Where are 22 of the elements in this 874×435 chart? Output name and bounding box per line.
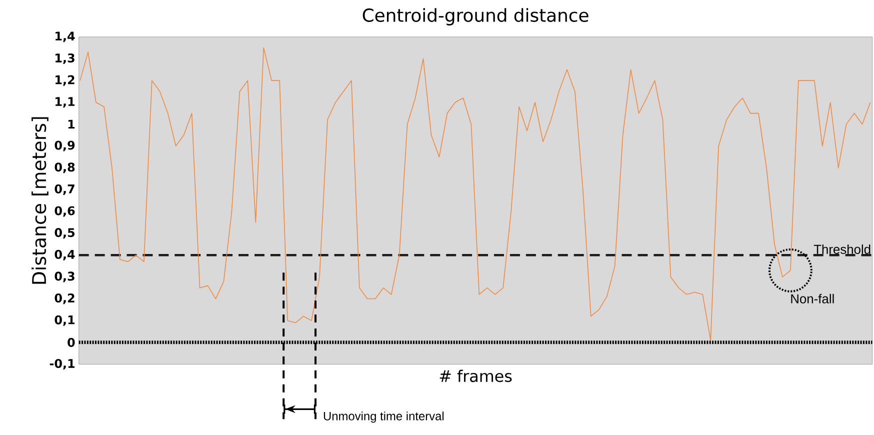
y-tick-label: 0,5 <box>54 228 75 239</box>
y-tick-label: 0,6 <box>54 206 75 217</box>
y-axis-title: Distance [meters] <box>32 117 48 284</box>
y-tick-label: 1,4 <box>56 32 75 42</box>
y-tick-label: 0,2 <box>54 293 74 304</box>
y-tick-label: 0,7 <box>54 184 74 195</box>
annotation: Non-fall <box>791 294 834 304</box>
y-tick-label: 1 <box>68 120 75 129</box>
ref-line-label: Threshold <box>814 244 870 254</box>
y-tick-label: 1,1 <box>56 97 75 108</box>
y-tick-label: 0,4 <box>54 250 75 260</box>
y-tick-label: 0,1 <box>54 315 75 326</box>
x-axis-title: # frames <box>440 370 512 382</box>
y-tick-label: 1,2 <box>56 75 74 86</box>
y-tick-label: -0,1 <box>50 358 75 370</box>
y-tick-label: 0 <box>68 338 75 347</box>
y-tick-label: 0,8 <box>54 162 75 174</box>
y-tick-label: 0,9 <box>54 140 75 152</box>
y-tick-label: 0,3 <box>54 272 74 282</box>
chart-title: Centroid-ground distance <box>362 8 588 26</box>
text: Unmoving time interval <box>324 412 444 423</box>
y-tick-label: 1,3 <box>56 53 74 64</box>
